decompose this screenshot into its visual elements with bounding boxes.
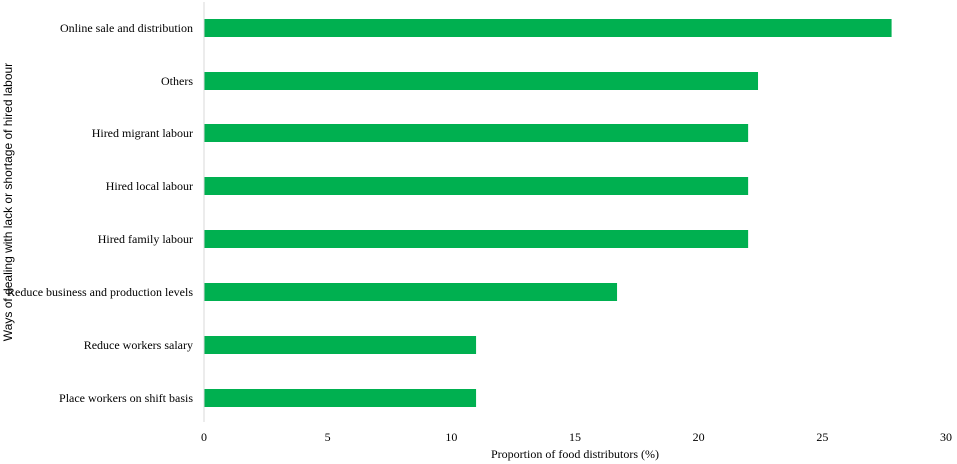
x-tick-label: 5: [325, 430, 331, 444]
x-tick-label: 10: [445, 430, 457, 444]
bar: [204, 230, 749, 248]
category-label: Reduce business and production levels: [7, 285, 193, 299]
category-label: Hired family labour: [98, 232, 193, 246]
bar: [204, 72, 759, 90]
category-label: Online sale and distribution: [60, 21, 193, 35]
bar: [204, 283, 618, 301]
bar: [204, 19, 892, 37]
bar: [204, 124, 749, 142]
x-tick-label: 15: [569, 430, 581, 444]
x-tick-label: 25: [816, 430, 828, 444]
y-axis-title: Ways of dealing with lack or shortage of…: [1, 63, 15, 341]
bar: [204, 336, 477, 354]
bar: [204, 177, 749, 195]
x-axis-title: Proportion of food distributors (%): [491, 447, 659, 461]
x-tick-label: 20: [693, 430, 705, 444]
category-label: Hired local labour: [106, 179, 193, 193]
category-label: Reduce workers salary: [84, 338, 193, 352]
category-label: Others: [161, 74, 193, 88]
x-tick-labels: 0 5 10 15 20 25 30: [201, 430, 952, 444]
category-labels: Online sale and distribution Others Hired …: [7, 21, 193, 405]
category-label: Place workers on shift basis: [59, 391, 193, 405]
x-tick-label: 30: [940, 430, 952, 444]
bar: [204, 389, 477, 407]
x-tick-label: 0: [201, 430, 207, 444]
bars-group: [204, 19, 892, 407]
category-label: Hired migrant labour: [92, 126, 193, 140]
